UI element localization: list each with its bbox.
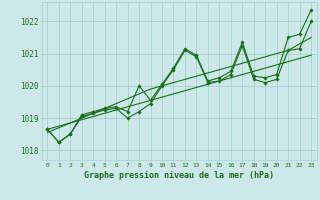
X-axis label: Graphe pression niveau de la mer (hPa): Graphe pression niveau de la mer (hPa) (84, 171, 274, 180)
